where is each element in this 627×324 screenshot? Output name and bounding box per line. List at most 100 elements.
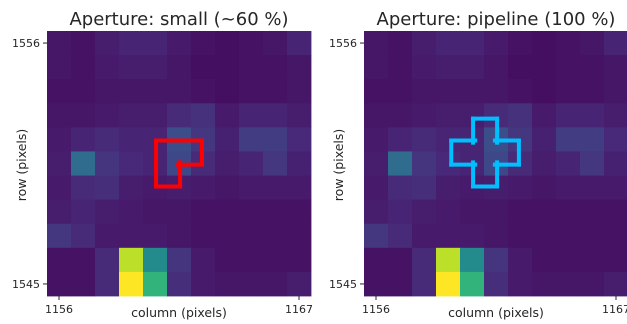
heatmap-cell (364, 55, 389, 80)
heatmap-cell (263, 271, 288, 297)
heatmap-cell (532, 103, 557, 128)
heatmap-cell (364, 175, 389, 201)
heatmap-cell (239, 55, 264, 80)
heatmap-cell (71, 247, 96, 273)
heatmap-cell (508, 31, 533, 56)
heatmap-cell (412, 127, 437, 152)
heatmap-cell (71, 223, 96, 249)
heatmap-cell (604, 175, 627, 201)
panel-title: Aperture: pipeline (100 %) (377, 9, 616, 30)
heatmap-cell (412, 199, 437, 225)
heatmap-cell (95, 271, 120, 297)
heatmap-cell (484, 31, 509, 56)
heatmap-cell (143, 103, 168, 128)
heatmap-cell (71, 31, 96, 56)
axes: 1156 1167 1556 1545 (12, 37, 313, 316)
heatmap-cell (191, 223, 216, 249)
heatmap-cell (47, 247, 72, 273)
heatmap-cell (484, 271, 509, 297)
panel-title: Aperture: small (~60 %) (69, 9, 288, 30)
heatmap-cell (508, 271, 533, 297)
heatmap-cell (143, 31, 168, 56)
heatmap-cell (263, 151, 288, 176)
heatmap-cell (47, 127, 72, 152)
heatmap-cell (460, 31, 485, 56)
heatmap-cell (412, 55, 437, 80)
heatmap-cell (71, 127, 96, 152)
heatmap-cell (436, 55, 461, 80)
heatmap-cell (47, 31, 72, 56)
heatmap-cell (556, 31, 581, 56)
heatmap-cell (364, 103, 389, 128)
heatmap-cell (388, 223, 413, 249)
heatmap-cell (191, 55, 216, 80)
heatmap-cell (388, 247, 413, 273)
heatmap-cell (239, 271, 264, 297)
heatmap-cell (191, 175, 216, 201)
heatmap-cell (364, 247, 389, 273)
heatmap-cell (287, 175, 312, 201)
heatmap-cell (95, 127, 120, 152)
heatmap-cell (287, 79, 312, 104)
heatmap-cell (364, 31, 389, 56)
heatmap-cell (412, 271, 437, 297)
heatmap-cell (556, 127, 581, 152)
heatmap-cell (167, 55, 192, 80)
heatmap-cell (412, 175, 437, 201)
heatmap-cell (47, 79, 72, 104)
heatmap-cell (412, 151, 437, 176)
heatmap-cell (215, 127, 240, 152)
heatmap-cell (47, 175, 72, 201)
heatmap-cell (460, 79, 485, 104)
heatmap-cell (95, 151, 120, 176)
heatmap-cell (71, 151, 96, 176)
heatmap-cell (263, 79, 288, 104)
heatmap-cell (556, 271, 581, 297)
heatmap-cell (167, 223, 192, 249)
heatmap-cell (532, 127, 557, 152)
heatmap-cell (508, 223, 533, 249)
y-tick-label: 1556 (12, 37, 40, 50)
heatmap-cell (364, 271, 389, 297)
heatmap-cell (484, 79, 509, 104)
heatmap-cell (215, 79, 240, 104)
heatmap-cell (604, 247, 627, 273)
heatmap-cell (388, 199, 413, 225)
heatmap-cell (532, 247, 557, 273)
axes: 1156 1167 1556 1545 (329, 37, 627, 316)
heatmap-cell (287, 31, 312, 56)
heatmap-cell (604, 103, 627, 128)
heatmap-cell (167, 103, 192, 128)
heatmap-cell (215, 223, 240, 249)
heatmap-cell (215, 199, 240, 225)
heatmap-cell (287, 223, 312, 249)
heatmap-cell (191, 79, 216, 104)
heatmap-cell (604, 199, 627, 225)
heatmap-cell (604, 31, 627, 56)
aperture-outline (154, 138, 204, 189)
heatmap-cell (580, 271, 605, 297)
heatmap-cell (239, 31, 264, 56)
heatmap-cell (47, 151, 72, 176)
heatmap-cell (143, 247, 168, 273)
heatmap-cell (460, 223, 485, 249)
heatmap-cell (239, 79, 264, 104)
heatmap-cell (388, 31, 413, 56)
heatmap-cell (556, 175, 581, 201)
heatmap-cell (95, 175, 120, 201)
heatmap-cell (287, 271, 312, 297)
heatmap-cell (287, 247, 312, 273)
heatmap-cell (532, 79, 557, 104)
heatmap-cell (580, 79, 605, 104)
heatmap-cell (239, 175, 264, 201)
heatmap-cell (143, 223, 168, 249)
heatmap-cell (215, 55, 240, 80)
heatmap-cell (71, 103, 96, 128)
heatmap-cell (556, 151, 581, 176)
heatmap-cell (191, 247, 216, 273)
heatmap-cell (215, 151, 240, 176)
heatmap-cell (47, 271, 72, 297)
heatmap-cell (508, 103, 533, 128)
heatmap-cell (287, 127, 312, 152)
heatmap-cell (215, 31, 240, 56)
